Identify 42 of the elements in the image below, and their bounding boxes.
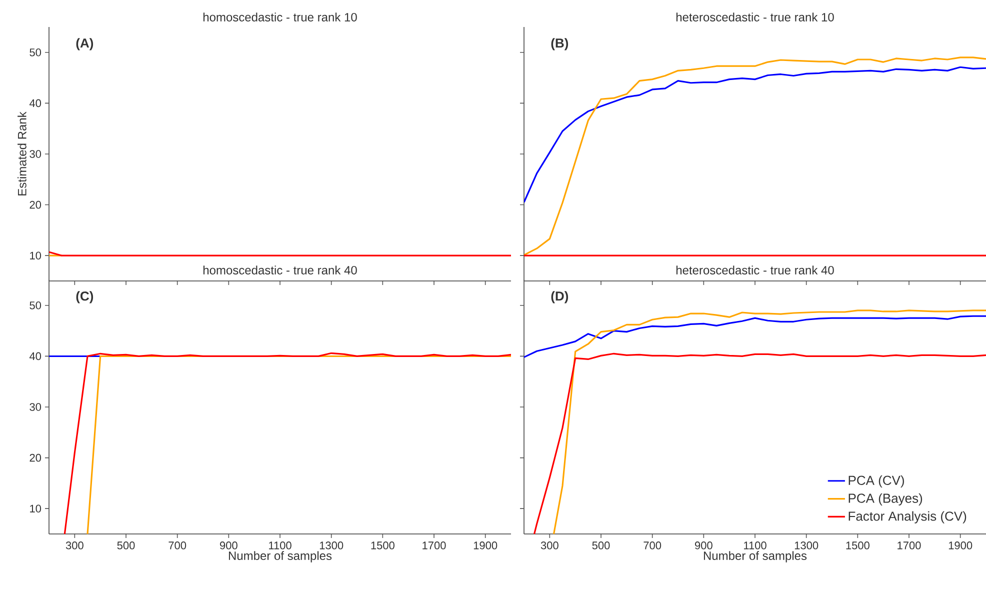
x-tick-label: 300: [540, 542, 558, 550]
legend-label: PCA (Bayes): [848, 493, 922, 506]
chart-title: heteroscedastic - true rank 40: [676, 266, 834, 274]
x-tick-label: 700: [168, 542, 186, 550]
y-tick-label: 10: [30, 252, 42, 260]
x-axis-title: Number of samples: [228, 551, 332, 562]
legend-label: PCA (CV): [848, 475, 904, 488]
x-tick-label: 700: [644, 542, 662, 550]
y-tick-label: 50: [30, 48, 42, 56]
y-tick-label: 30: [30, 150, 42, 158]
x-tick-label: 1500: [371, 542, 394, 550]
y-tick-label: 10: [30, 504, 42, 512]
y-tick-label: 20: [30, 200, 42, 209]
x-tick-label: 1500: [846, 542, 870, 550]
x-tick-label: 1100: [269, 542, 292, 550]
x-axis-title: Number of samples: [704, 551, 807, 562]
y-tick-label: 40: [29, 99, 42, 108]
annotation: (D): [551, 291, 568, 304]
x-tick-label: 1900: [474, 542, 498, 550]
y-tick-label: 20: [30, 454, 42, 462]
x-tick-label: 500: [592, 542, 610, 550]
x-tick-label: 500: [117, 542, 135, 550]
x-tick-label: 1100: [744, 542, 766, 550]
x-tick-label: 1300: [320, 542, 344, 550]
x-tick-label: 1300: [794, 542, 818, 550]
x-tick-label: 300: [66, 542, 84, 550]
annotation: (B): [551, 38, 568, 50]
y-tick-label: 50: [30, 302, 42, 310]
x-tick-label: 1900: [948, 542, 972, 550]
legend-label: Factor Analysis (CV): [848, 511, 966, 524]
chart-title: homoscedastic - true rank 40: [203, 266, 357, 274]
x-tick-label: 900: [695, 542, 712, 550]
chart-title: homoscedastic - true rank 10: [203, 12, 357, 22]
y-axis-title: Estimated Rank: [18, 112, 26, 196]
y-tick-label: 40: [29, 352, 42, 360]
chart-title: heteroscedastic - true rank 10: [676, 12, 834, 22]
annotation: (C): [76, 291, 94, 304]
y-tick-label: 30: [30, 403, 42, 411]
x-tick-label: 900: [220, 542, 238, 550]
annotation: (A): [76, 38, 94, 50]
x-tick-label: 1700: [422, 542, 446, 550]
x-tick-label: 1700: [898, 542, 921, 550]
